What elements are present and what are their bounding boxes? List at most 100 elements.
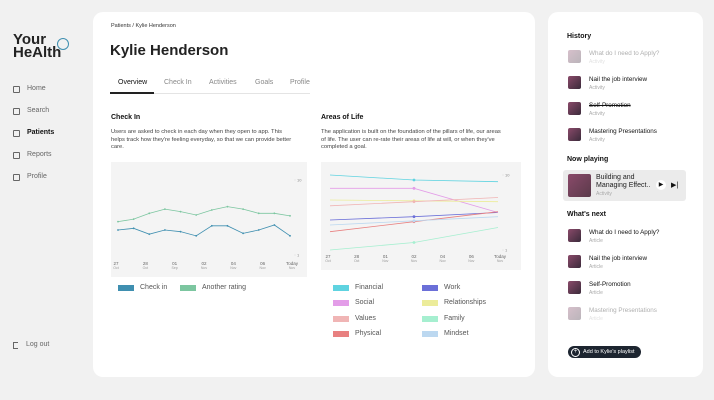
tab[interactable]: Check In bbox=[164, 79, 192, 86]
item-title[interactable]: What do I need to Apply? bbox=[589, 50, 660, 57]
x-tick-label: Nov bbox=[382, 259, 388, 263]
point bbox=[179, 210, 182, 213]
legend-label: Physical bbox=[355, 329, 382, 337]
point bbox=[273, 224, 276, 226]
legend-label: Social bbox=[355, 299, 375, 307]
section-text: Users are asked to check in each day whe… bbox=[111, 129, 292, 151]
point bbox=[412, 200, 416, 204]
item-type: Article bbox=[589, 290, 603, 296]
x-tick-label: 01 bbox=[172, 261, 178, 266]
tab[interactable]: Profile bbox=[290, 79, 310, 86]
item-title[interactable]: Nail the job interview bbox=[589, 76, 648, 83]
x-tick-label: 06 bbox=[469, 254, 475, 259]
thumb bbox=[568, 76, 581, 89]
point bbox=[226, 224, 229, 227]
item-title[interactable]: Nail the job interview bbox=[589, 255, 648, 262]
tab[interactable]: Goals bbox=[255, 79, 274, 86]
x-tick-label: Nov bbox=[260, 266, 266, 270]
nav-item[interactable]: Reports bbox=[27, 151, 52, 158]
breadcrumb: Patients / Kylie Henderson bbox=[111, 23, 176, 29]
point bbox=[242, 232, 244, 235]
chart-box bbox=[111, 162, 307, 277]
nav-item[interactable]: Home bbox=[27, 85, 46, 92]
y-tick-label: 10 bbox=[505, 173, 510, 178]
x-tick-label: Nov bbox=[440, 259, 446, 263]
x-tick-label: Nov bbox=[411, 259, 417, 263]
legend-label: Relationships bbox=[444, 299, 487, 307]
item-type: Activity bbox=[589, 111, 605, 117]
nav-item[interactable]: Patients bbox=[27, 129, 55, 136]
nav-icon bbox=[13, 86, 20, 93]
thumb bbox=[568, 174, 591, 197]
legend-label: Values bbox=[355, 314, 376, 322]
item-title[interactable]: Mastering Presentations bbox=[589, 307, 657, 314]
item-type: Activity bbox=[589, 59, 605, 65]
section-title: Areas of Life bbox=[321, 114, 364, 121]
x-tick-label: Nov bbox=[497, 259, 503, 263]
skip-button[interactable]: ▶| bbox=[671, 182, 679, 189]
item-title[interactable]: Self-Promotion bbox=[589, 102, 631, 109]
thumb bbox=[568, 229, 581, 242]
point bbox=[210, 209, 213, 211]
nav-item[interactable]: Search bbox=[27, 107, 50, 114]
logo: HeAlth bbox=[13, 44, 62, 61]
tab[interactable]: Activities bbox=[209, 79, 237, 86]
point bbox=[226, 205, 229, 208]
legend-label: Work bbox=[444, 284, 461, 291]
item-title[interactable]: What do I need to Apply? bbox=[589, 229, 660, 236]
legend-swatch bbox=[333, 315, 349, 322]
x-tick-label: 02 bbox=[411, 254, 417, 259]
playlist-button[interactable]: + Add to Kylie's playlist bbox=[568, 346, 641, 358]
x-tick-label: Today bbox=[494, 254, 507, 259]
x-tick-label: 02 bbox=[201, 261, 207, 266]
legend-swatch bbox=[180, 285, 196, 291]
item-type: Article bbox=[589, 264, 603, 270]
legend-swatch bbox=[422, 285, 438, 291]
series-line bbox=[117, 224, 291, 237]
point bbox=[412, 186, 416, 190]
legend-label: Financial bbox=[355, 284, 384, 291]
point bbox=[132, 227, 135, 230]
point bbox=[117, 220, 119, 223]
now-playing-title: Building and Managing Effect.. bbox=[596, 174, 651, 189]
tab[interactable]: Overview bbox=[118, 79, 148, 86]
thumb bbox=[568, 50, 581, 63]
legend-label: Mindset bbox=[444, 329, 469, 337]
x-tick-label: Nov bbox=[201, 266, 207, 270]
logo-icon bbox=[57, 38, 69, 50]
section-text: The application is built on the foundati… bbox=[321, 129, 501, 151]
nav-item[interactable]: Profile bbox=[27, 173, 47, 180]
series-line bbox=[329, 227, 499, 251]
item-type: Article bbox=[589, 238, 603, 244]
legend-swatch bbox=[422, 330, 438, 337]
legend-swatch bbox=[333, 300, 349, 307]
item-type: Article bbox=[589, 316, 603, 322]
item-title[interactable]: Mastering Presentations bbox=[589, 128, 657, 135]
legend-swatch bbox=[333, 330, 349, 337]
tab-underline bbox=[110, 92, 154, 94]
x-tick-label: Nov bbox=[289, 266, 295, 270]
panel-heading: Now playing bbox=[567, 156, 609, 163]
point bbox=[257, 212, 260, 215]
point bbox=[195, 234, 198, 237]
x-tick-label: Oct bbox=[113, 266, 118, 270]
y-tick-label: 1 bbox=[505, 248, 508, 253]
point bbox=[179, 230, 182, 233]
item-type: Activity bbox=[589, 137, 605, 143]
legend-label: Another rating bbox=[202, 284, 246, 291]
x-tick-label: 28 bbox=[354, 254, 360, 259]
x-tick-label: 01 bbox=[383, 254, 389, 259]
point bbox=[412, 219, 416, 223]
play-button[interactable]: ▶ bbox=[656, 180, 666, 190]
logout[interactable]: Log out bbox=[26, 341, 50, 348]
point bbox=[210, 224, 213, 227]
point bbox=[148, 212, 151, 215]
y-tick-label: 1 bbox=[297, 253, 300, 258]
item-title[interactable]: Self-Promotion bbox=[589, 281, 631, 288]
point bbox=[412, 178, 416, 182]
x-tick-label: 06 bbox=[260, 261, 266, 266]
nav-icon bbox=[13, 152, 20, 159]
